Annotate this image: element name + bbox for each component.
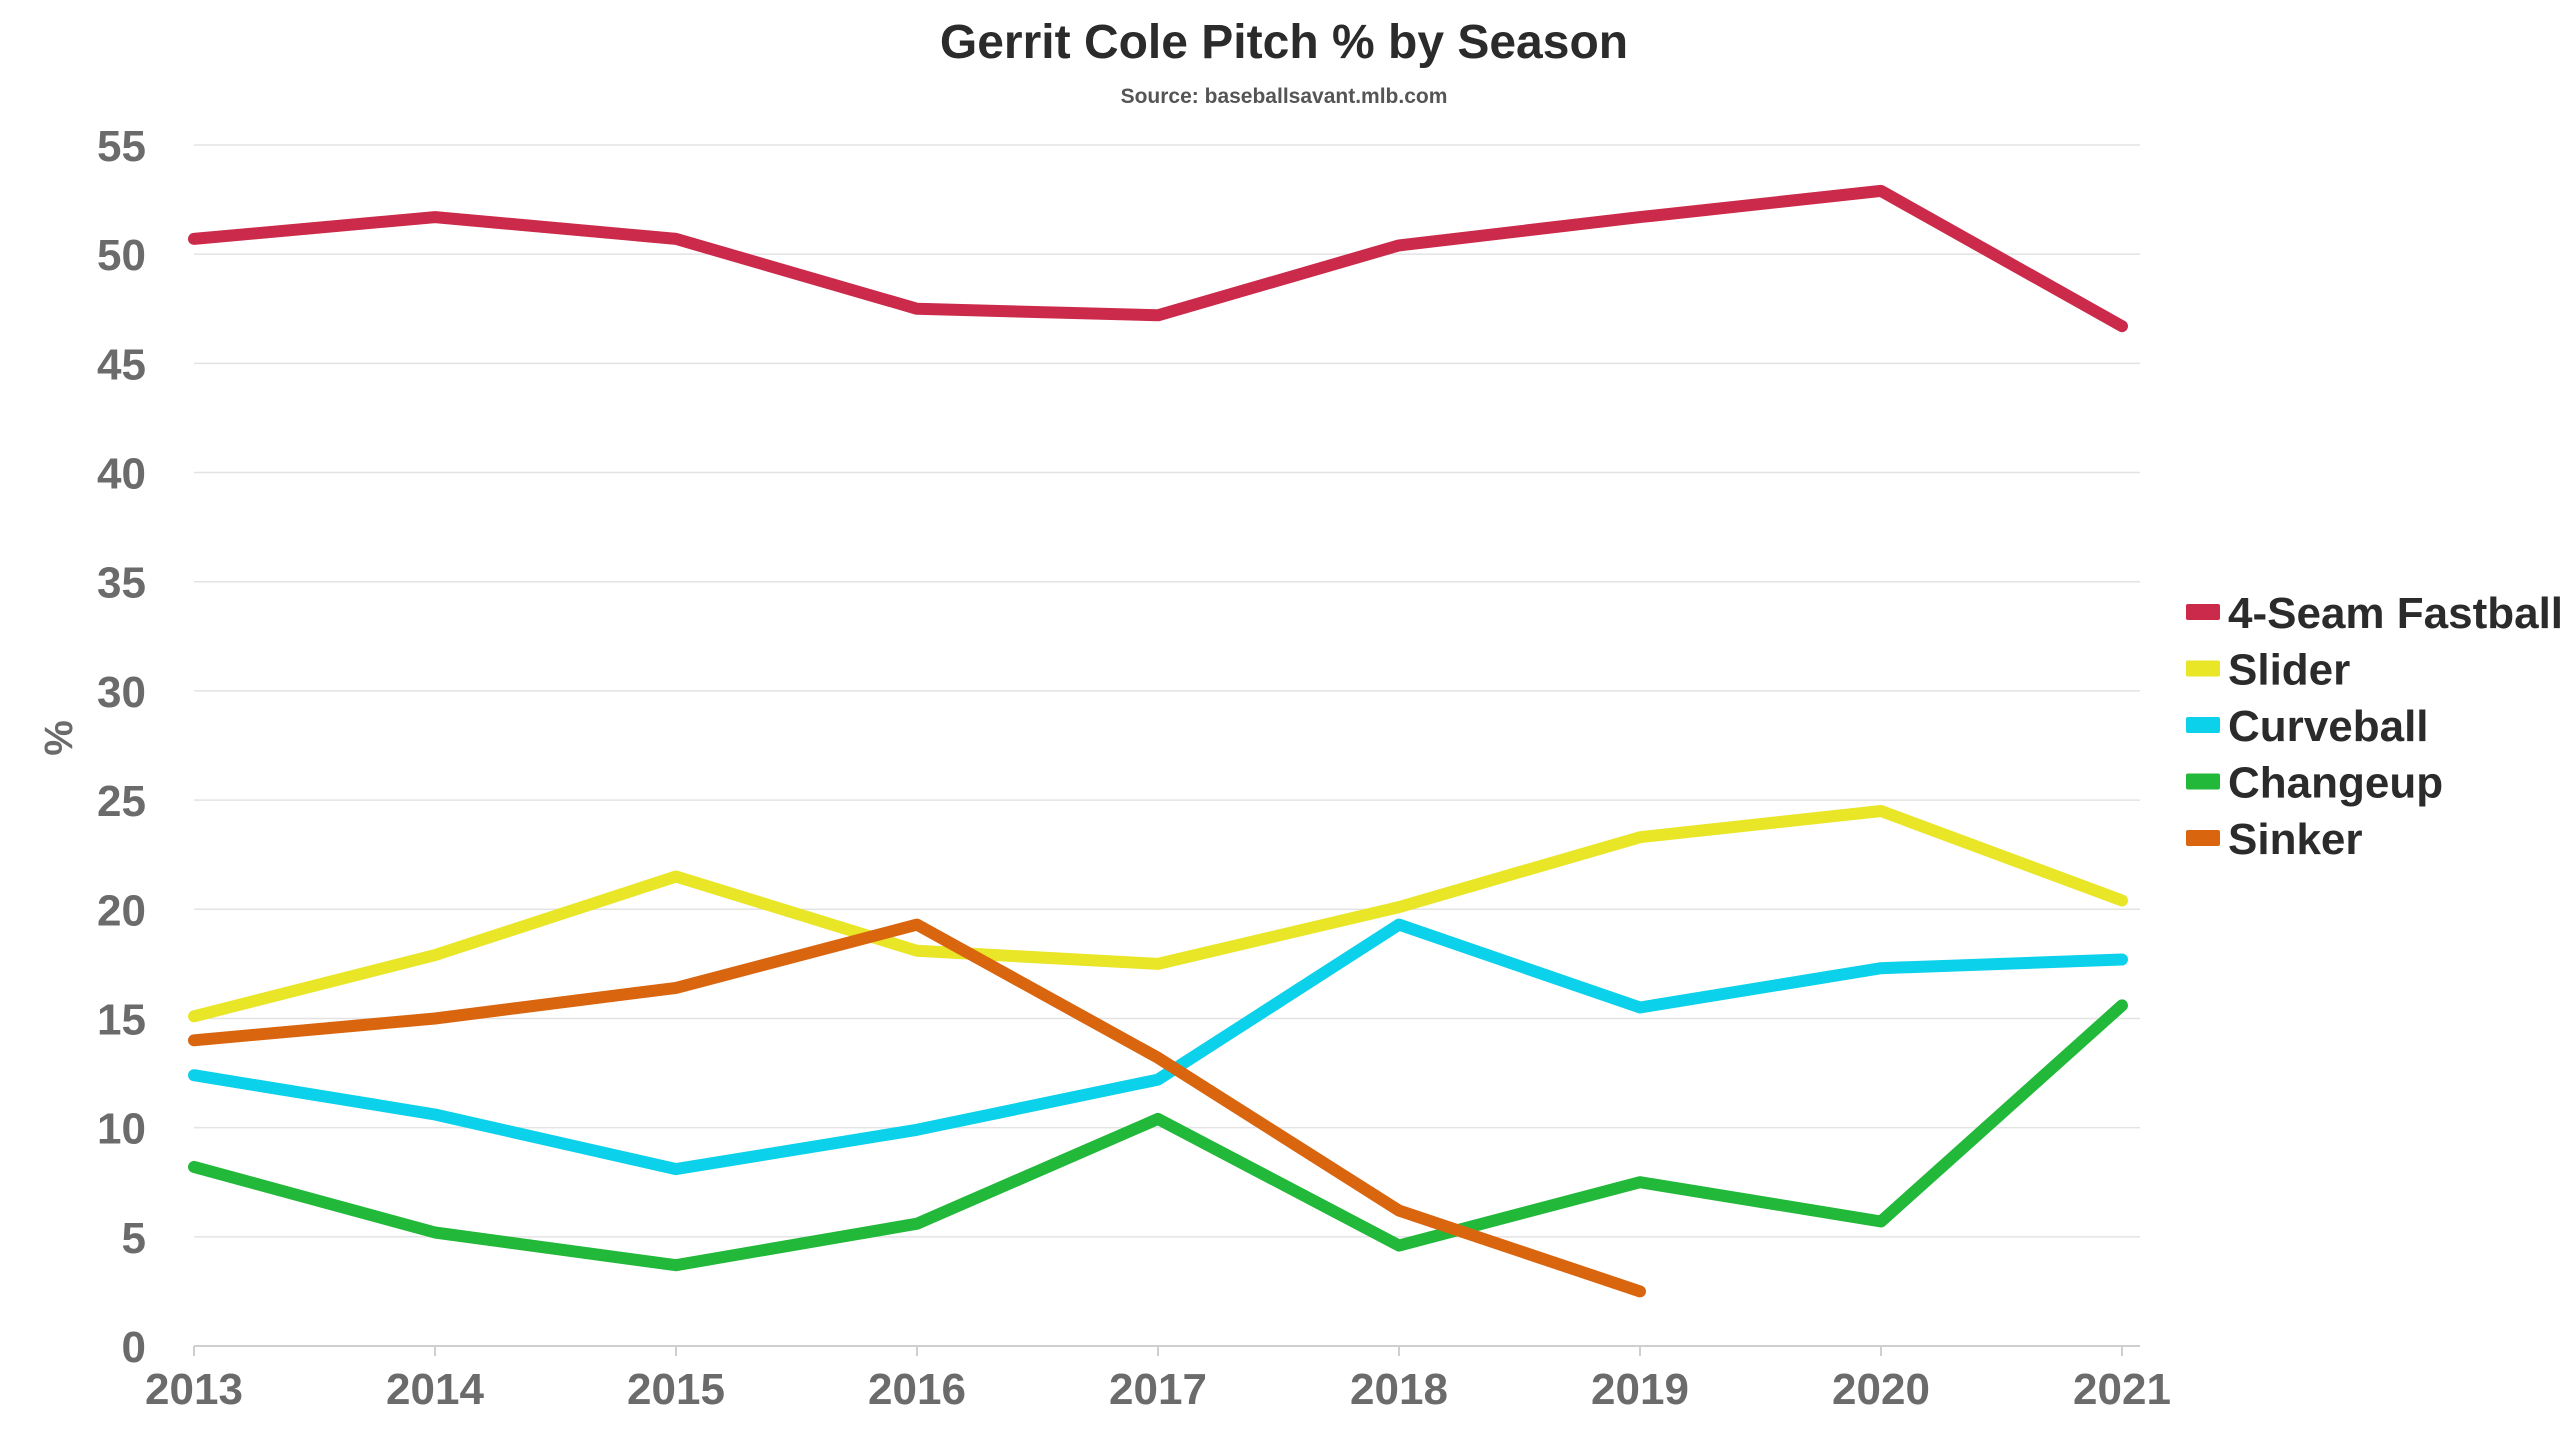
series-line-slider: [188, 805, 2128, 1023]
gridlines: [194, 144, 2140, 1347]
y-tick-label: 35: [97, 559, 146, 608]
y-tick-label: 55: [97, 122, 146, 171]
legend-label-4-seam-fastball: 4-Seam Fastball: [2228, 589, 2560, 638]
series-line-4-seam-fastball: [188, 184, 2128, 333]
legend-label-curveball: Curveball: [2228, 702, 2429, 751]
y-tick-label: 25: [97, 777, 146, 826]
chart-title: Gerrit Cole Pitch % by Season: [940, 16, 1628, 69]
x-tick-label: 2016: [868, 1365, 966, 1414]
y-tick-label: 20: [97, 886, 146, 935]
x-tick-label: 2015: [627, 1365, 725, 1414]
y-axis-label: %: [37, 720, 81, 756]
y-tick-label: 0: [122, 1323, 146, 1372]
chart-subtitle: Source: baseballsavant.mlb.com: [1121, 85, 1448, 108]
x-tick-label: 2014: [386, 1365, 484, 1414]
x-tick-label: 2018: [1350, 1365, 1448, 1414]
y-tick-label: 50: [97, 231, 146, 280]
y-tick-label: 40: [97, 450, 146, 499]
series-line-curveball: [188, 918, 2128, 1176]
y-tick-label: 10: [97, 1105, 146, 1154]
legend-swatch-curveball: [2186, 717, 2220, 733]
x-tick-label: 2020: [1832, 1365, 1930, 1414]
legend: 4-Seam Fastball Slider Curveball Changeup Si…: [2186, 589, 2560, 864]
y-tick-label: 5: [122, 1214, 146, 1263]
legend-label-changeup: Changeup: [2228, 759, 2443, 808]
legend-label-sinker: Sinker: [2228, 815, 2363, 864]
legend-label-slider: Slider: [2228, 646, 2350, 695]
x-axis-ticks: 2013 2014 2015 2016 2017 2018 2019 2020 2021: [145, 1346, 2171, 1414]
series-line-sinker: [188, 918, 1646, 1298]
legend-swatch-changeup: [2186, 773, 2220, 790]
x-tick-label: 2017: [1109, 1365, 1207, 1414]
x-tick-label: 2013: [145, 1365, 243, 1414]
legend-swatch-sinker: [2186, 830, 2220, 846]
series-line-changeup: [188, 999, 2128, 1272]
legend-swatch-4-seam-fastball: [2186, 604, 2220, 620]
legend-swatch-slider: [2186, 660, 2220, 677]
x-tick-label: 2019: [1591, 1365, 1689, 1414]
y-tick-label: 15: [97, 995, 146, 1044]
y-axis-ticks: 0 5 10 15 20 25 30 35 40 45 50 55: [97, 122, 146, 1372]
y-tick-label: 30: [97, 668, 146, 717]
x-tick-label: 2021: [2073, 1365, 2171, 1414]
y-tick-label: 45: [97, 340, 146, 389]
series-lines: [188, 184, 2128, 1298]
